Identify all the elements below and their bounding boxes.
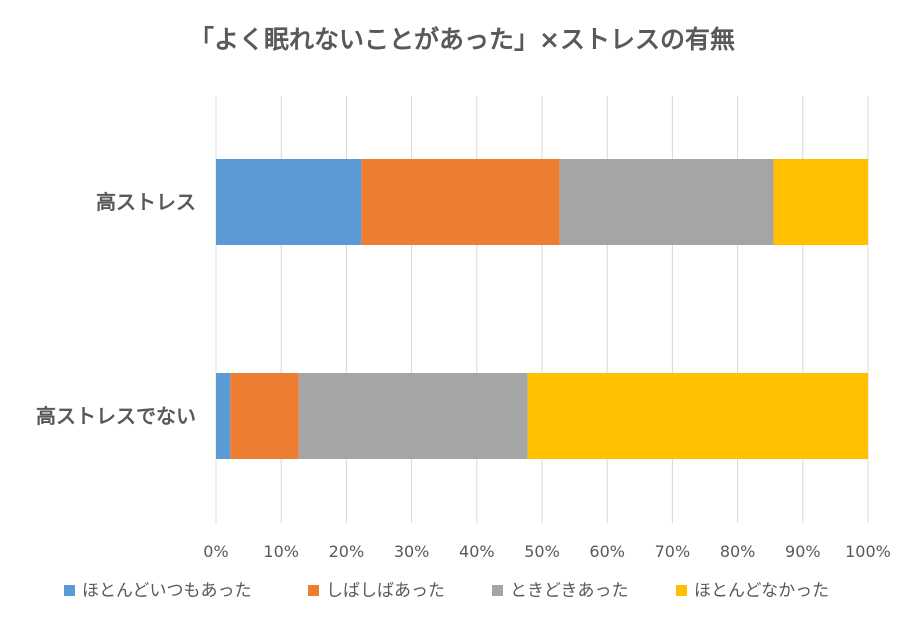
bar-segment bbox=[361, 159, 560, 245]
bar-segment bbox=[527, 373, 868, 459]
x-tick-label: 50% bbox=[524, 542, 560, 561]
x-tick-label: 60% bbox=[589, 542, 625, 561]
x-axis-ticks: 0% 10% 20% 30% 40% 50% 60% 70% 80% 90% 100% bbox=[203, 542, 891, 561]
legend-swatch bbox=[676, 585, 687, 596]
legend-swatch bbox=[64, 585, 75, 596]
legend-swatch bbox=[492, 585, 503, 596]
x-tick-label: 20% bbox=[329, 542, 365, 561]
x-tick-label: 40% bbox=[459, 542, 495, 561]
bar-segment bbox=[216, 373, 231, 459]
bars bbox=[216, 159, 868, 459]
bar-segment bbox=[559, 159, 774, 245]
bar-segment bbox=[773, 159, 868, 245]
category-label: 高ストレス bbox=[96, 190, 196, 214]
legend-swatch bbox=[308, 585, 319, 596]
bar-segment bbox=[298, 373, 528, 459]
x-tick-label: 0% bbox=[203, 542, 228, 561]
x-tick-label: 30% bbox=[394, 542, 430, 561]
x-tick-label: 90% bbox=[785, 542, 821, 561]
x-tick-label: 100% bbox=[845, 542, 891, 561]
bar-segment bbox=[216, 159, 362, 245]
x-tick-label: 80% bbox=[720, 542, 756, 561]
legend-label: ときどきあった bbox=[510, 581, 629, 601]
x-tick-label: 70% bbox=[655, 542, 691, 561]
chart-title: 「よく眠れないことがあった」×ストレスの有無 bbox=[189, 25, 735, 54]
bar-segment bbox=[230, 373, 299, 459]
legend: ほとんどいつもあった しばしばあった ときどきあった ほとんどなかった bbox=[64, 581, 829, 601]
legend-label: ほとんどなかった bbox=[694, 581, 829, 601]
x-tick-label: 10% bbox=[263, 542, 299, 561]
legend-label: ほとんどいつもあった bbox=[82, 581, 252, 601]
category-label: 高ストレスでない bbox=[36, 404, 196, 428]
legend-label: しばしばあった bbox=[326, 581, 445, 601]
